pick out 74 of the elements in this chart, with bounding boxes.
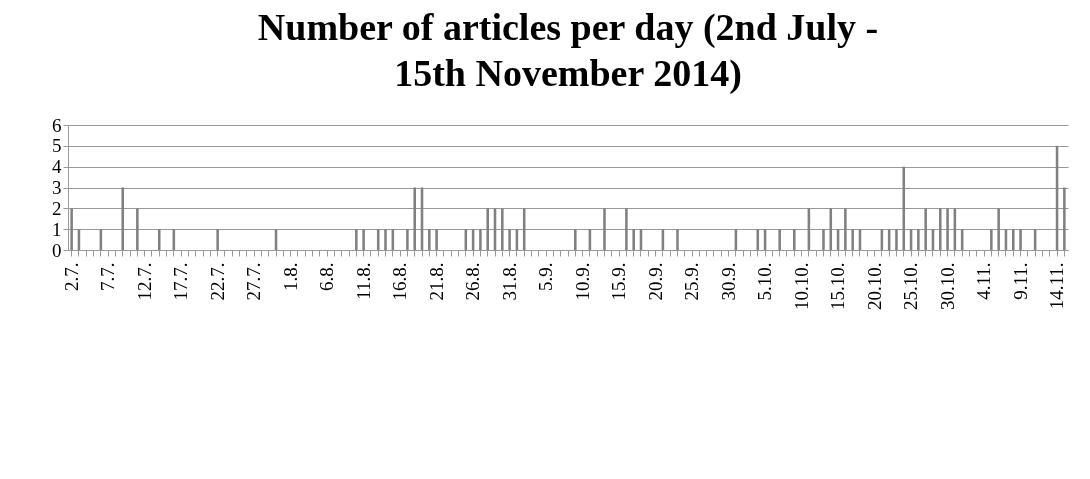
x-tick-label: 17.7. bbox=[170, 262, 192, 301]
x-tick-label: 16.8. bbox=[389, 262, 411, 301]
x-tick-label: 5.9. bbox=[535, 262, 557, 291]
bar bbox=[946, 208, 949, 250]
bar bbox=[216, 229, 219, 250]
bar bbox=[406, 229, 409, 250]
bar bbox=[574, 229, 577, 250]
x-tick-label: 31.8. bbox=[498, 262, 520, 301]
y-tick-label: 1 bbox=[52, 218, 62, 240]
y-tick-label: 0 bbox=[52, 239, 62, 261]
bar bbox=[501, 208, 504, 250]
bar bbox=[822, 229, 825, 250]
bar bbox=[157, 229, 161, 250]
bar bbox=[902, 166, 906, 250]
bar bbox=[676, 229, 679, 250]
x-tick-label: 30.10. bbox=[936, 262, 958, 310]
bar bbox=[70, 208, 73, 250]
y-tick-label: 2 bbox=[52, 197, 62, 219]
bar bbox=[1019, 229, 1022, 250]
bar bbox=[844, 208, 847, 250]
bar bbox=[1011, 229, 1015, 250]
x-tick-label: 5.10. bbox=[754, 262, 776, 301]
bar bbox=[851, 229, 854, 250]
bar bbox=[924, 208, 927, 250]
chart-title: Number of articles per day (2nd July - 15th November 2014) bbox=[257, 6, 879, 95]
x-tick-label: 12.7. bbox=[133, 262, 155, 301]
bar bbox=[829, 208, 833, 250]
x-tick-label: 2.7. bbox=[60, 262, 82, 291]
x-tick-label: 15.10. bbox=[827, 262, 849, 310]
bar bbox=[917, 229, 920, 250]
bar bbox=[990, 229, 993, 250]
x-tick-label: 15.9. bbox=[608, 262, 630, 301]
bar bbox=[778, 229, 781, 250]
x-tick-label: 25.10. bbox=[900, 262, 922, 310]
x-tick-label: 7.7. bbox=[97, 262, 119, 291]
x-tick-label: 9.11. bbox=[1009, 262, 1031, 300]
x-tick-label: 22.7. bbox=[206, 262, 228, 301]
x-tick-label: 26.8. bbox=[462, 262, 484, 301]
y-tick-label: 3 bbox=[52, 177, 62, 198]
x-tick-label: 27.7. bbox=[243, 262, 265, 301]
bar bbox=[428, 229, 431, 250]
y-tick-label: 6 bbox=[52, 114, 62, 136]
bar bbox=[384, 229, 387, 250]
x-tick-label: 25.9. bbox=[681, 262, 703, 301]
bar bbox=[603, 208, 606, 250]
x-tick-label: 20.10. bbox=[863, 262, 885, 310]
x-tick-label: 30.9. bbox=[717, 262, 739, 301]
bar bbox=[793, 229, 796, 250]
x-tick-label: 11.8. bbox=[352, 262, 374, 300]
bar bbox=[479, 229, 482, 250]
bar bbox=[625, 208, 628, 250]
x-tick-label: 14.11. bbox=[1046, 262, 1068, 310]
bar bbox=[413, 187, 416, 250]
y-tick-label: 4 bbox=[52, 156, 62, 178]
x-tick-label: 1.8. bbox=[279, 262, 301, 291]
x-tick-label: 6.8. bbox=[316, 262, 338, 291]
bar bbox=[136, 208, 139, 250]
bar bbox=[355, 229, 358, 250]
x-tick-label: 20.9. bbox=[644, 262, 666, 301]
bar bbox=[121, 187, 125, 250]
bar bbox=[362, 229, 365, 250]
y-tick-label: 5 bbox=[52, 135, 62, 157]
bar bbox=[435, 229, 438, 250]
bar bbox=[486, 208, 489, 250]
x-tick-label: 10.10. bbox=[790, 262, 812, 310]
bar bbox=[508, 229, 511, 250]
x-tick-label: 21.8. bbox=[425, 262, 447, 301]
bar bbox=[895, 229, 898, 250]
bar bbox=[997, 208, 1000, 250]
x-tick-label: 4.11. bbox=[973, 262, 995, 300]
bar bbox=[938, 208, 942, 250]
x-tick-label: 10.9. bbox=[571, 262, 593, 301]
bar bbox=[632, 229, 635, 250]
bar bbox=[1063, 187, 1066, 250]
